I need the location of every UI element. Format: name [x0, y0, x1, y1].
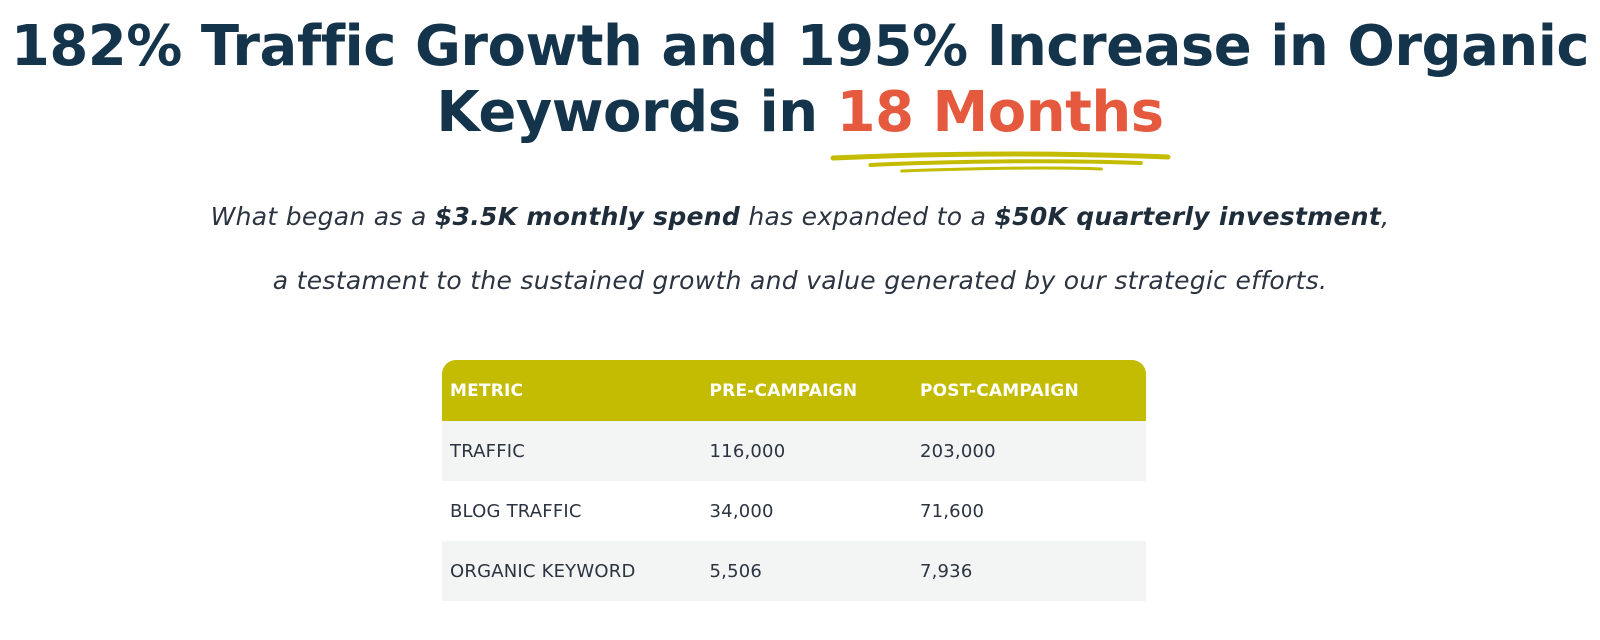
metrics-table: METRIC PRE-CAMPAIGN POST-CAMPAIGN TRAFFI…	[442, 360, 1146, 601]
metric-name-cell: BLOG TRAFFIC	[442, 481, 702, 541]
brush-underline-decoration	[830, 151, 1171, 173]
table-header: METRIC PRE-CAMPAIGN POST-CAMPAIGN	[442, 360, 1146, 421]
pre-campaign-cell: 5,506	[701, 541, 912, 601]
column-header-pre-campaign: PRE-CAMPAIGN	[701, 360, 912, 421]
description-text: What began as a	[210, 202, 435, 231]
headline-highlight: 18 Months	[836, 80, 1164, 145]
column-header-metric: METRIC	[442, 360, 702, 421]
description-line-1: What began as a $3.5K monthly spend has …	[0, 202, 1600, 231]
description-line-2: a testament to the sustained growth and …	[272, 266, 1328, 295]
metric-name-cell: TRAFFIC	[442, 421, 702, 481]
headline-line-2-prefix: Keywords in	[436, 80, 837, 145]
pre-campaign-cell: 34,000	[701, 481, 912, 541]
metric-name-cell: ORGANIC KEYWORD	[442, 541, 702, 601]
table-row: ORGANIC KEYWORD 5,506 7,936	[442, 541, 1146, 601]
table-body: TRAFFIC 116,000 203,000 BLOG TRAFFIC 34,…	[442, 421, 1146, 601]
post-campaign-cell: 203,000	[911, 421, 1146, 481]
headline-line-2: Keywords in 18 Months	[0, 80, 1600, 173]
table-row: TRAFFIC 116,000 203,000	[442, 421, 1146, 481]
headline-line-1: 182% Traffic Growth and 195% Increase in…	[10, 14, 1590, 79]
page-headline: 182% Traffic Growth and 195% Increase in…	[0, 14, 1600, 173]
table-header-row: METRIC PRE-CAMPAIGN POST-CAMPAIGN	[442, 360, 1146, 421]
highlight-wrap: 18 Months	[830, 80, 1171, 173]
table-row: BLOG TRAFFIC 34,000 71,600	[442, 481, 1146, 541]
monthly-spend-emphasis: $3.5K monthly spend	[434, 202, 741, 231]
quarterly-investment-emphasis: $50K quarterly investment	[994, 202, 1382, 231]
description-text: ,	[1381, 202, 1390, 231]
column-header-post-campaign: POST-CAMPAIGN	[911, 360, 1146, 421]
post-campaign-cell: 7,936	[911, 541, 1146, 601]
post-campaign-cell: 71,600	[911, 481, 1146, 541]
pre-campaign-cell: 116,000	[701, 421, 912, 481]
description-text: has expanded to a	[740, 202, 995, 231]
